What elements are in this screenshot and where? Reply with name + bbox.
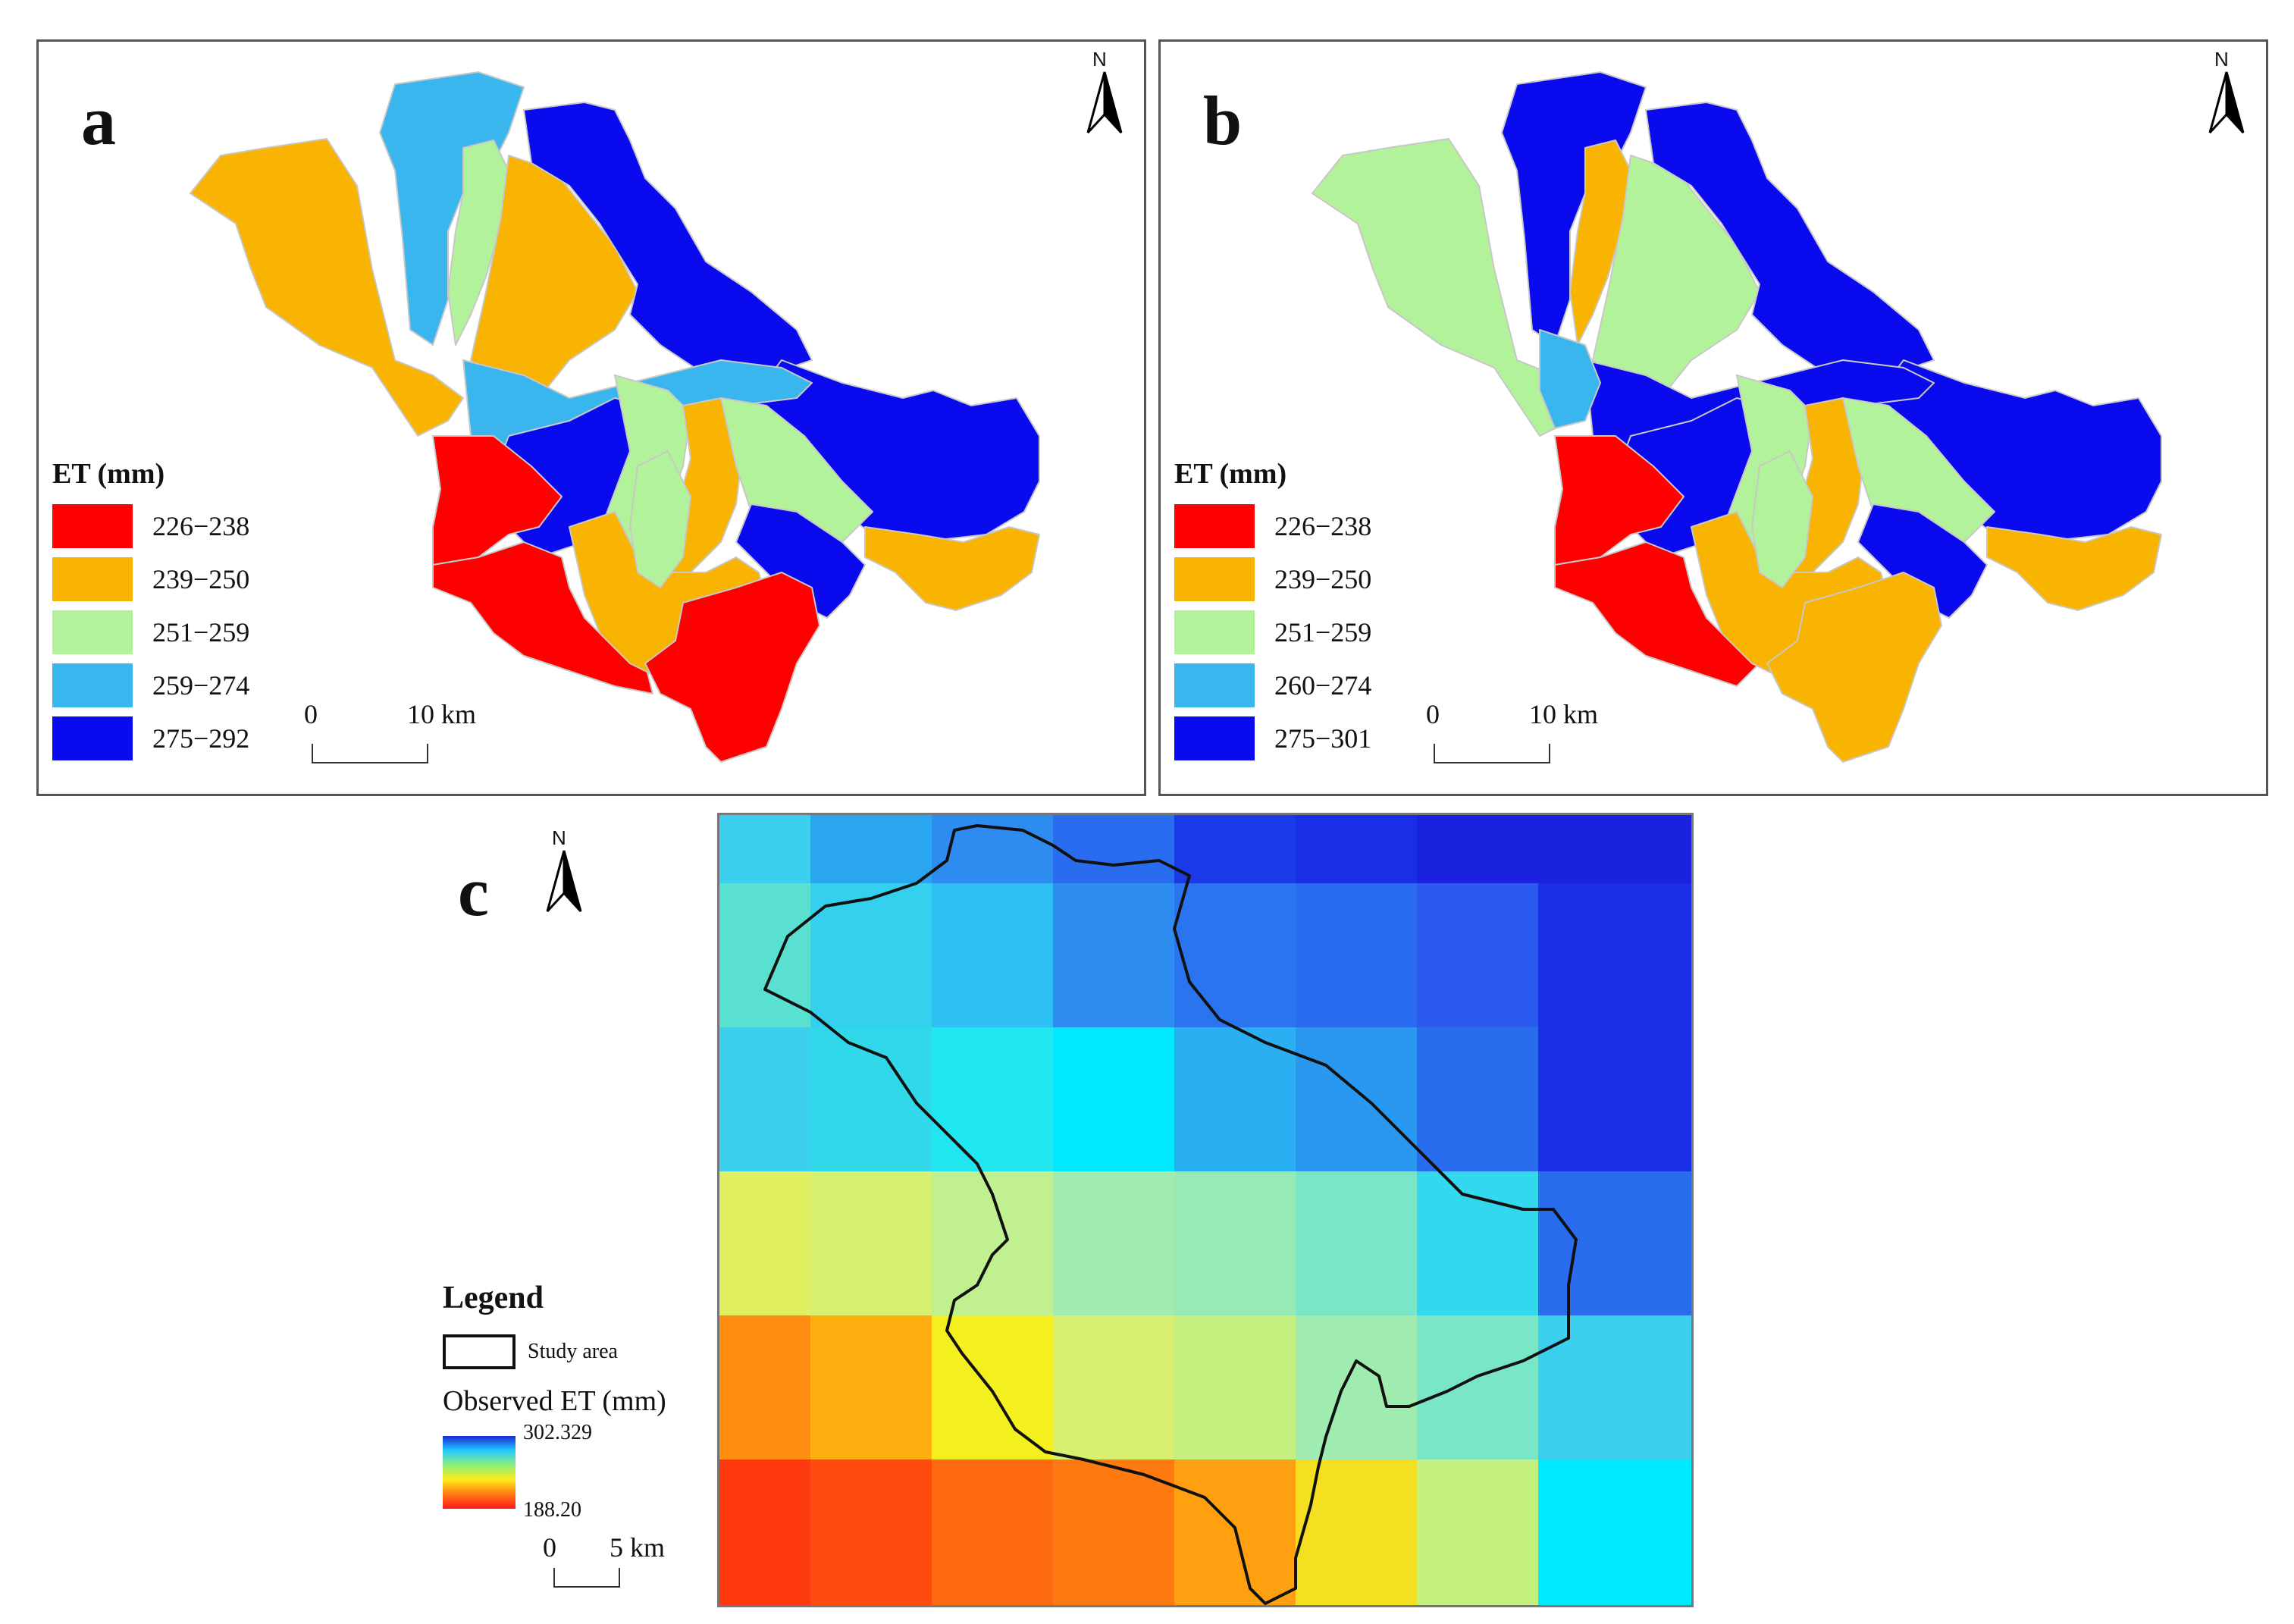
legend-swatch-2: [1174, 610, 1255, 654]
subbasin-eo: [864, 526, 1040, 611]
legend-label: 226−238: [1274, 511, 1372, 541]
scale-end: 5 km: [610, 1532, 666, 1563]
colorbar-block: 302.329 188.20: [443, 1421, 666, 1522]
legend-row: 239−250: [52, 553, 249, 606]
legend-swatch-0: [1174, 504, 1255, 548]
map-panel-a: a N: [36, 39, 1146, 796]
raster-grid: [719, 815, 1691, 1605]
subbasin-sr: [1766, 572, 1942, 763]
watershed-map-a: [190, 71, 1040, 763]
watershed-map-b: [1312, 71, 2162, 763]
legend-swatch-2: [52, 610, 133, 654]
legend-label: 259−274: [152, 670, 250, 701]
subbasin-co: [470, 155, 638, 399]
subbasin-ne: [1645, 102, 1935, 376]
legend-row: 275−301: [1174, 712, 1371, 765]
legend-c: Legend Study area Observed ET (mm) 302.3…: [443, 1280, 666, 1600]
legend-row: 239−250: [1174, 553, 1371, 606]
observed-et-raster: [717, 813, 1694, 1607]
subbasin-seb: [1857, 503, 1988, 619]
subbasin-ne: [523, 102, 813, 376]
legend-swatch-1: [1174, 557, 1255, 601]
scale-zero: 0: [1426, 699, 1440, 729]
subbasin-swr: [432, 541, 653, 694]
legend-swatch-3: [1174, 663, 1255, 707]
legend-swatch-3: [52, 663, 133, 707]
subbasin-eo: [1986, 526, 2162, 611]
colorbar-min: 188.20: [523, 1498, 581, 1522]
scale-line: [312, 744, 428, 763]
legend-swatch-1: [52, 557, 133, 601]
scale-end: 10 km: [1529, 699, 1599, 729]
subbasin-sr: [644, 572, 820, 763]
subbasin-w: [1312, 138, 1586, 437]
legend-label: 239−250: [1274, 564, 1372, 594]
subbasin-rw: [1554, 435, 1684, 566]
legend-study-area: Study area: [443, 1334, 666, 1369]
scale-line: [1434, 744, 1550, 763]
legend-label: 275−292: [152, 723, 250, 754]
legend-row: 251−259: [52, 606, 249, 659]
legend-title: ET (mm): [1174, 458, 1287, 490]
panel-label-b: b: [1203, 82, 1243, 159]
legend-a: ET (mm) 226−238 239−250 251−259 259−274 …: [52, 457, 249, 765]
subbasin-nw: [1501, 71, 1647, 346]
legend-b: ET (mm) 226−238 239−250 251−259 260−274 …: [1174, 457, 1371, 765]
study-area-outline: [763, 824, 1578, 1605]
legend-title: ET (mm): [52, 458, 165, 490]
north-arrow-icon: N: [2204, 48, 2249, 140]
study-area-label: Study area: [528, 1340, 618, 1363]
legend-label: 251−259: [1274, 617, 1372, 647]
legend-label: 239−250: [152, 564, 250, 594]
map-panel-b: b N ET (mm: [1158, 39, 2268, 796]
north-label: N: [1092, 48, 1107, 71]
colorbar: [443, 1436, 516, 1509]
scale-bar-c: 0 5 km: [443, 1532, 666, 1600]
subbasin-sg2: [629, 450, 691, 588]
north-arrow-icon: N: [541, 826, 587, 919]
legend-row: 226−238: [1174, 500, 1371, 553]
scale-line: [553, 1568, 620, 1588]
subbasin-w: [190, 138, 464, 437]
legend-row: 275−292: [52, 712, 249, 765]
legend-row: 260−274: [1174, 659, 1371, 712]
legend-swatch-0: [52, 504, 133, 548]
legend-label: 251−259: [152, 617, 250, 647]
panel-label-a: a: [81, 82, 116, 159]
legend-label: 226−238: [152, 511, 250, 541]
subbasin-ng: [447, 140, 509, 346]
legend-heading: Legend: [443, 1281, 544, 1315]
legend-label: 275−301: [1274, 723, 1372, 754]
subbasin-ng: [1569, 140, 1631, 346]
study-area-swatch: [443, 1334, 516, 1369]
scale-zero: 0: [543, 1532, 556, 1563]
colorbar-max: 302.329: [523, 1421, 592, 1444]
legend-row: 259−274: [52, 659, 249, 712]
panel-label-c: c: [458, 853, 489, 930]
observed-et-title: Observed ET (mm): [443, 1385, 666, 1417]
scale-zero: 0: [304, 699, 318, 729]
scale-end: 10 km: [407, 699, 477, 729]
subbasin-rw: [432, 435, 563, 566]
subbasin-lbs: [1539, 329, 1601, 429]
north-arrow-icon: N: [1082, 48, 1127, 140]
subbasin-nw: [379, 71, 525, 346]
legend-row: 226−238: [52, 500, 249, 553]
subbasin-sg2: [1751, 450, 1813, 588]
north-label: N: [552, 826, 566, 849]
legend-label: 260−274: [1274, 670, 1372, 701]
legend-row: 251−259: [1174, 606, 1371, 659]
legend-swatch-4: [1174, 716, 1255, 760]
subbasin-seb: [735, 503, 866, 619]
north-label: N: [2214, 48, 2229, 71]
legend-swatch-4: [52, 716, 133, 760]
subbasin-co: [1592, 155, 1760, 399]
